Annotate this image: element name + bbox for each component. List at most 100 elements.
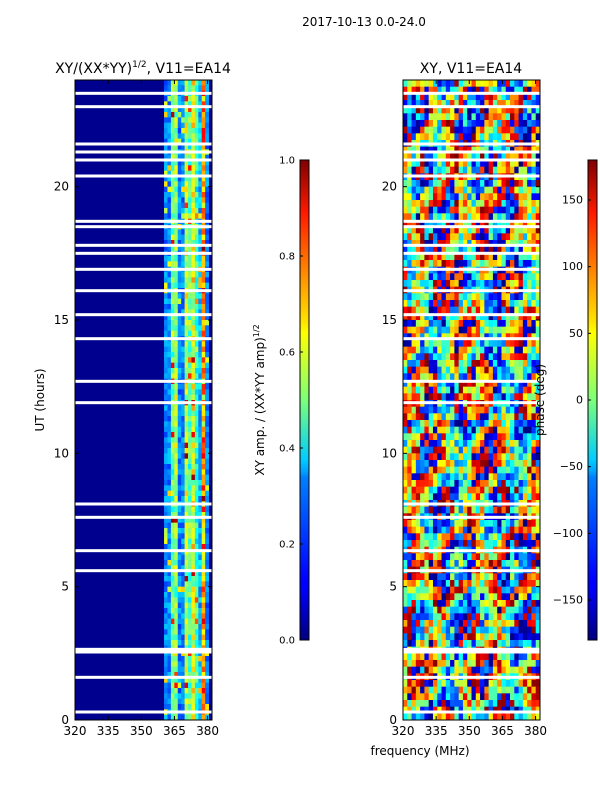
phase-heatmap-cell [475,580,481,588]
amplitude-heatmap-cell [191,544,196,550]
amplitude-heatmap-cell [170,352,175,358]
phase-heatmap-cell [527,466,532,474]
phase-heatmap-cell [458,526,464,534]
amplitude-heatmap-cell [184,314,189,321]
amplitude-heatmap-cell [191,672,196,678]
phase-heatmap-cell [510,600,515,608]
phase-heatmap-cell [471,693,477,701]
phase-heatmap-cell [488,473,494,481]
amplitude-heatmap-cell [184,533,189,540]
phase-heatmap-cell [505,653,511,661]
phase-heatmap-cell [471,686,477,694]
phase-heatmap-cell [501,280,507,288]
phase-heatmap-cell [480,700,485,708]
phase-heatmap-cell [480,620,485,628]
amplitude-heatmap-cell [205,256,209,262]
phase-heatmap-cell [424,473,430,481]
phase-heatmap-cell [424,660,430,668]
amplitude-heatmap-cell [167,437,172,444]
phase-heatmap-cell [441,320,447,328]
phase-heatmap-cell [462,580,468,588]
amplitude-heatmap-cell [184,682,189,689]
amplitude-heatmap-cell [167,506,172,513]
amplitude-heatmap-cell [205,405,209,412]
phase-heatmap-cell [522,666,528,674]
phase-heatmap-cell [497,86,502,94]
amplitude-heatmap-cell [164,240,168,246]
amplitude-heatmap-cell [164,352,168,358]
amplitude-heatmap-cell [191,421,196,428]
amplitude-heatmap-cell [191,528,196,534]
phase-heatmap-cell [458,180,464,188]
amplitude-heatmap-cell [181,576,185,582]
phase-heatmap-cell [514,366,519,374]
amplitude-heatmap-cell [188,490,192,497]
amplitude-heatmap-cell [184,320,189,326]
phase-heatmap-cell [510,220,515,228]
phase-heatmap-cell [488,453,494,461]
amplitude-heatmap-cell [164,629,168,636]
amplitude-heatmap-cell [198,314,203,321]
amplitude-heatmap-cell [167,426,172,433]
phase-heatmap-cell [462,113,468,121]
phase-heatmap-cell [407,386,412,394]
phase-heatmap-cell [535,640,540,648]
phase-heatmap-cell [424,366,430,374]
phase-heatmap-cell [527,693,532,701]
amplitude-colorbar-tick-label: 0.0 [279,636,295,647]
phase-heatmap-cell [505,526,511,534]
amplitude-heatmap-cell [164,613,168,620]
amplitude-heatmap-cell [181,666,185,673]
phase-heatmap-cell [480,380,485,388]
amplitude-flagged-row [75,219,212,223]
phase-heatmap-cell [428,300,434,308]
phase-heatmap-cell [527,700,532,708]
phase-heatmap-cell [488,86,494,94]
phase-heatmap-cell [501,666,507,674]
amplitude-heatmap-cell [167,330,172,337]
amplitude-heatmap-cell [167,256,172,262]
phase-heatmap-cell [480,606,485,614]
phase-heatmap-cell [441,106,447,114]
phase-heatmap-cell [424,593,430,601]
phase-heatmap-cell [480,346,485,354]
amplitude-heatmap-cell [205,693,209,700]
phase-heatmap-cell [407,353,412,361]
phase-heatmap-cell [420,106,425,114]
phase-heatmap-cell [480,280,485,288]
phase-heatmap-cell [480,613,485,621]
amplitude-heatmap-cell [205,346,209,353]
amplitude-heatmap-cell [198,181,203,188]
amplitude-heatmap-cell [198,197,203,204]
amplitude-heatmap-cell [205,213,209,220]
amplitude-heatmap-cell [205,341,209,348]
amplitude-heatmap-cell [174,688,179,694]
phase-heatmap-cell [420,340,425,348]
amplitude-heatmap-cell [194,117,199,124]
amplitude-heatmap-cell [167,394,172,401]
amplitude-heatmap-cell [194,213,199,220]
phase-heatmap-cell [450,160,455,168]
phase-heatmap-cell [480,573,485,581]
phase-heatmap-cell [403,160,408,168]
amplitude-heatmap-cell [188,341,192,348]
phase-heatmap-cell [535,393,540,401]
phase-heatmap-cell [437,353,442,361]
phase-heatmap-cell [424,413,430,421]
amplitude-heatmap-cell [177,384,182,390]
phase-heatmap-cell [420,413,425,421]
phase-heatmap-cell [458,253,464,261]
amplitude-heatmap-cell [167,672,172,678]
amplitude-heatmap-cell [167,458,172,465]
phase-heatmap-cell [501,426,507,434]
phase-heatmap-cell [441,273,447,281]
amplitude-heatmap-cell [181,394,185,401]
phase-heatmap-cell [415,440,421,448]
phase-heatmap-cell [437,453,442,461]
amplitude-heatmap-cell [167,80,172,86]
phase-heatmap-cell [415,240,421,248]
phase-heatmap-cell [407,120,412,128]
